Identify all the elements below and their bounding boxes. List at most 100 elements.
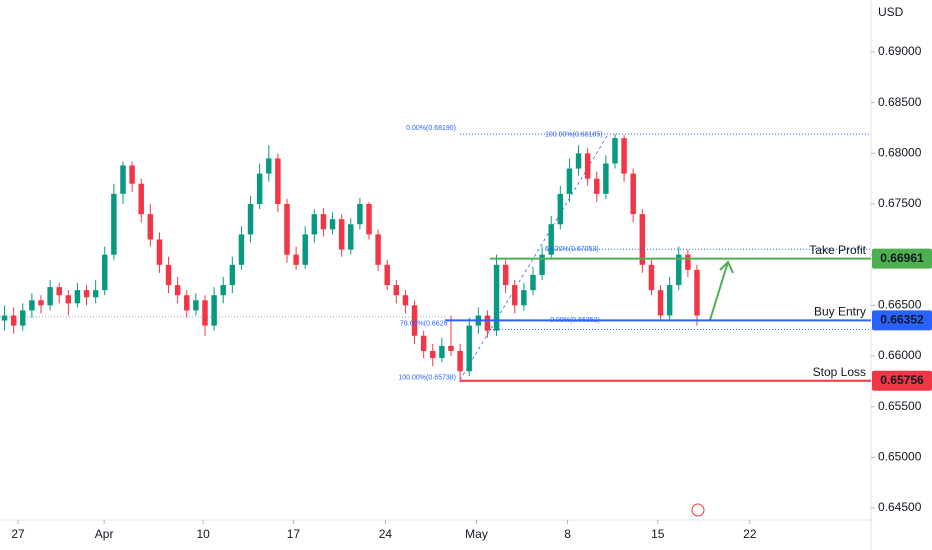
candle-body bbox=[612, 138, 618, 164]
y-tick-label: 0.64500 bbox=[878, 500, 922, 514]
y-tick-label: 0.68000 bbox=[878, 146, 922, 160]
level-name: Stop Loss bbox=[813, 365, 866, 379]
y-tick-label: 0.66500 bbox=[878, 298, 922, 312]
x-tick-label: May bbox=[465, 527, 488, 541]
candle-body bbox=[539, 254, 545, 275]
axis-unit: USD bbox=[878, 5, 904, 19]
candle-body bbox=[202, 300, 208, 326]
candle-body bbox=[402, 295, 409, 306]
candle-body bbox=[657, 290, 664, 316]
price-tag-label: 0.66352 bbox=[880, 313, 924, 327]
candle-body bbox=[184, 295, 190, 311]
candle-body bbox=[457, 350, 463, 372]
candle-body bbox=[129, 165, 135, 184]
candle-body bbox=[311, 214, 318, 235]
candle-body bbox=[247, 204, 254, 235]
candle-body bbox=[566, 168, 573, 194]
candle-body bbox=[56, 287, 62, 296]
candle-body bbox=[229, 264, 236, 286]
candle-body bbox=[484, 315, 491, 331]
candle-body bbox=[493, 264, 500, 331]
fib-label: 61.20%(0.67053) bbox=[545, 246, 599, 253]
candle-body bbox=[448, 345, 454, 351]
x-tick-label: 22 bbox=[743, 527, 757, 541]
candle-body bbox=[621, 138, 627, 174]
candle-body bbox=[411, 305, 418, 336]
fib-label: 100.00%(0.68185) bbox=[545, 131, 603, 138]
candle-body bbox=[384, 264, 390, 286]
candle-body bbox=[557, 193, 564, 225]
candle-body bbox=[666, 285, 673, 316]
y-tick-label: 0.69000 bbox=[878, 44, 922, 58]
candle-body bbox=[630, 173, 636, 215]
candle-body bbox=[594, 178, 600, 194]
candle-body bbox=[502, 264, 509, 286]
candle-body bbox=[266, 158, 272, 174]
candle-body bbox=[1, 315, 8, 321]
candle-body bbox=[293, 254, 299, 265]
candle-body bbox=[165, 264, 172, 286]
candle-body bbox=[575, 153, 582, 169]
candle-body bbox=[111, 193, 117, 255]
y-tick-label: 0.67500 bbox=[878, 196, 922, 210]
candle-body bbox=[65, 295, 72, 304]
fib-label: 100.00%(0.65738) bbox=[398, 374, 456, 381]
candle-body bbox=[211, 295, 217, 326]
candle-body bbox=[275, 158, 281, 205]
y-tick-label: 0.65000 bbox=[878, 450, 922, 464]
candle-body bbox=[648, 264, 655, 291]
x-tick-label: 24 bbox=[379, 527, 393, 541]
candle-body bbox=[20, 310, 26, 326]
fib-label: 78.60%(0.6626 bbox=[400, 320, 448, 327]
candle-body bbox=[694, 269, 700, 316]
candle-body bbox=[521, 290, 527, 306]
candle-body bbox=[38, 300, 44, 306]
candle-body bbox=[147, 214, 154, 240]
candle-body bbox=[548, 224, 554, 255]
candle-body bbox=[102, 254, 108, 291]
x-tick-label: Apr bbox=[95, 527, 114, 541]
candle-body bbox=[366, 204, 372, 235]
candle-body bbox=[320, 214, 327, 230]
candle-body bbox=[466, 325, 472, 372]
candle-body bbox=[329, 219, 336, 230]
candle-body bbox=[393, 285, 400, 296]
candle-body bbox=[348, 224, 354, 250]
candle-body bbox=[284, 204, 290, 255]
candle-body bbox=[10, 315, 17, 326]
direction-arrow bbox=[709, 260, 734, 321]
candle-body bbox=[430, 350, 436, 359]
candle-body bbox=[138, 183, 144, 215]
candle-body bbox=[220, 285, 226, 296]
candle-body bbox=[639, 214, 646, 265]
candle-body bbox=[302, 234, 308, 265]
candle-body bbox=[420, 335, 427, 351]
candle-body bbox=[375, 234, 381, 265]
level-name: Take Profit bbox=[809, 243, 866, 257]
y-tick-label: 0.65500 bbox=[878, 399, 922, 413]
price-tag bbox=[872, 370, 932, 391]
x-tick-label: 15 bbox=[651, 527, 665, 541]
x-tick-label: 10 bbox=[196, 527, 210, 541]
x-tick-label: 8 bbox=[564, 527, 571, 541]
candle-body bbox=[676, 254, 682, 286]
candle-body bbox=[338, 219, 345, 250]
candle-body bbox=[357, 204, 363, 225]
level-name: Buy Entry bbox=[814, 305, 866, 319]
candle-body bbox=[530, 274, 536, 291]
candle-body bbox=[256, 173, 263, 205]
price-tag bbox=[872, 248, 932, 269]
candle-body bbox=[83, 290, 90, 298]
x-tick-label: 27 bbox=[11, 527, 25, 541]
price-tag bbox=[872, 310, 932, 331]
candle-body bbox=[439, 345, 445, 359]
candle-body bbox=[74, 290, 81, 304]
candle-body bbox=[120, 165, 126, 194]
candle-body bbox=[512, 285, 518, 306]
price-tag-label: 0.66961 bbox=[880, 251, 924, 265]
candle-body bbox=[603, 163, 609, 194]
candle-body bbox=[92, 290, 99, 298]
candle-body bbox=[174, 285, 181, 296]
